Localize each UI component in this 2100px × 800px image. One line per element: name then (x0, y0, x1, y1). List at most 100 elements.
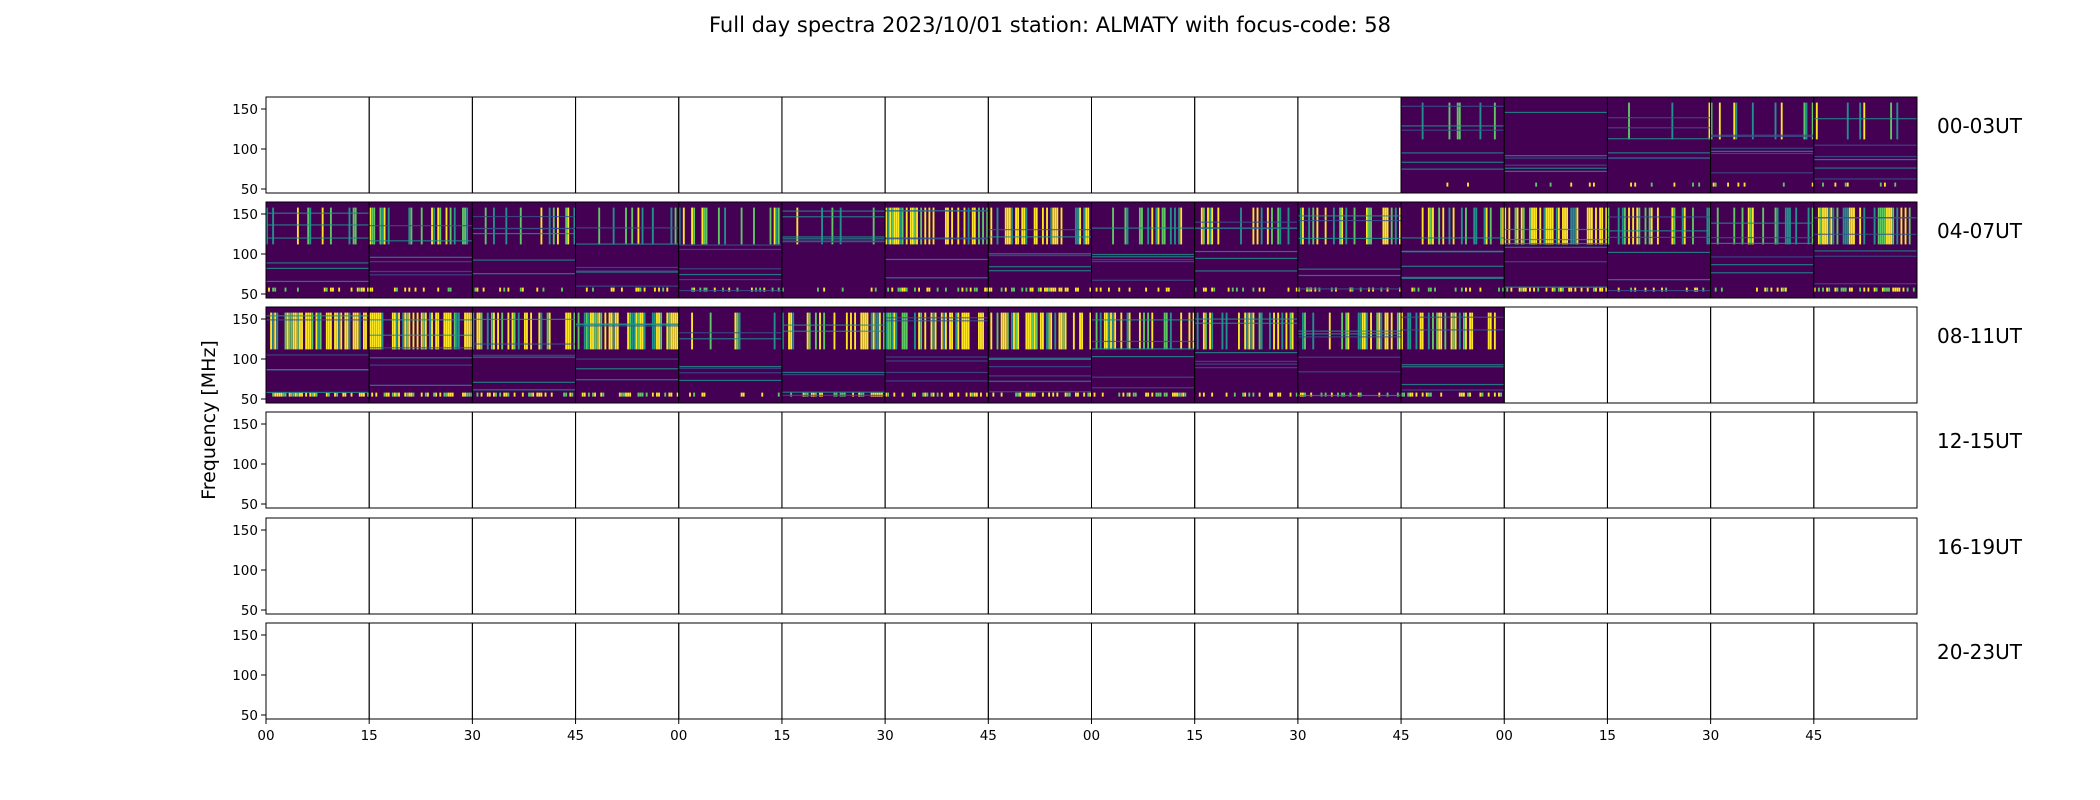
burst-stripe (1438, 207, 1441, 245)
band-mark (1357, 392, 1360, 397)
band-mark (1050, 287, 1053, 292)
band-mark (940, 392, 943, 397)
band-mark (1335, 287, 1337, 292)
noise-line (575, 323, 679, 326)
burst-stripe (1644, 207, 1647, 245)
band-mark (325, 392, 328, 397)
panel-frame (678, 411, 783, 509)
band-mark (486, 392, 489, 397)
burst-stripe (270, 312, 272, 350)
burst-stripe (1617, 207, 1620, 245)
burst-stripe (1252, 312, 1255, 350)
burst-stripe (1390, 207, 1393, 245)
burst-stripe (674, 207, 677, 245)
burst-stripe (1157, 207, 1160, 245)
y-tick-label: 150 (232, 628, 258, 644)
noise-line (266, 212, 370, 214)
burst-stripe (1112, 312, 1114, 350)
panel-frame (265, 411, 370, 509)
band-mark (282, 392, 285, 397)
burst-stripe (641, 312, 644, 350)
burst-stripe (1421, 312, 1424, 350)
burst-stripe (901, 207, 904, 245)
x-tick-label: 15 (1599, 728, 1616, 744)
band-mark (468, 392, 471, 397)
burst-stripe (325, 312, 328, 350)
band-mark (420, 392, 423, 397)
noise-line (1297, 394, 1402, 397)
band-mark (1279, 392, 1282, 397)
burst-stripe (1762, 207, 1765, 245)
burst-stripe (1188, 312, 1191, 350)
burst-stripe (676, 312, 679, 350)
burst-stripe (963, 207, 966, 245)
burst-stripe (625, 207, 627, 245)
band-mark (433, 392, 436, 397)
spectrum-panel (1813, 201, 1918, 299)
burst-stripe (577, 312, 580, 350)
band-mark (1386, 287, 1389, 292)
band-mark (1202, 392, 1205, 397)
burst-stripe (511, 312, 514, 350)
noise-line (1297, 215, 1402, 217)
burst-stripe (944, 312, 947, 350)
band-mark (901, 392, 904, 397)
noise-line (1297, 274, 1402, 277)
band-mark (833, 392, 836, 397)
spectrum-panel (1606, 517, 1712, 615)
burst-stripe (631, 207, 634, 245)
burst-stripe (608, 312, 611, 350)
burst-stripe (1706, 207, 1709, 245)
noise-line (1504, 111, 1608, 114)
y-tick-label: 150 (232, 523, 258, 539)
band-mark (532, 392, 535, 397)
noise-line (1401, 250, 1505, 252)
burst-stripe (990, 207, 993, 245)
x-tick-label: 45 (567, 728, 584, 744)
noise-line (266, 354, 370, 356)
burst-stripe (354, 312, 357, 350)
band-mark (1822, 182, 1824, 187)
band-mark (336, 392, 339, 397)
burst-stripe (1398, 207, 1401, 245)
spectrum-panel (1400, 517, 1505, 615)
burst-stripe (1429, 207, 1432, 245)
spectrum-panel (678, 622, 783, 720)
burst-stripe (1126, 207, 1129, 245)
band-mark (1883, 287, 1886, 292)
burst-stripe (955, 312, 958, 350)
noise-line (369, 240, 473, 242)
band-mark (499, 287, 502, 292)
burst-stripe (1126, 312, 1129, 350)
burst-stripe (457, 312, 460, 350)
burst-stripe (585, 312, 588, 350)
band-mark (858, 392, 861, 397)
burst-stripe (691, 207, 693, 245)
noise-line (1091, 279, 1195, 281)
noise-line (1194, 363, 1298, 365)
band-mark (1446, 182, 1449, 187)
band-mark (1101, 392, 1104, 397)
spectrum-panel (575, 411, 680, 509)
noise-line (1710, 134, 1814, 136)
spectrum-panel (1710, 201, 1815, 299)
band-mark (1595, 287, 1597, 292)
burst-stripe (1848, 207, 1851, 245)
noise-line (1607, 117, 1711, 119)
noise-line (1607, 251, 1711, 253)
burst-stripe (1017, 312, 1020, 350)
band-mark (1902, 287, 1905, 292)
noise-line (1710, 272, 1814, 274)
band-mark (1702, 287, 1705, 292)
burst-stripe (967, 207, 970, 245)
x-axis: 00 15 30 45 00 15 30 45 00 15 30 45 00 15 30 45 (257, 719, 1822, 744)
band-mark (623, 392, 625, 397)
band-mark (1359, 392, 1362, 397)
noise-line (678, 278, 782, 281)
band-mark (1588, 182, 1591, 187)
spectrum-panel (1606, 622, 1712, 720)
burst-stripe (1487, 312, 1490, 350)
burst-stripe (1638, 207, 1641, 245)
band-mark (1077, 392, 1079, 397)
spectrum-panel (781, 517, 886, 615)
